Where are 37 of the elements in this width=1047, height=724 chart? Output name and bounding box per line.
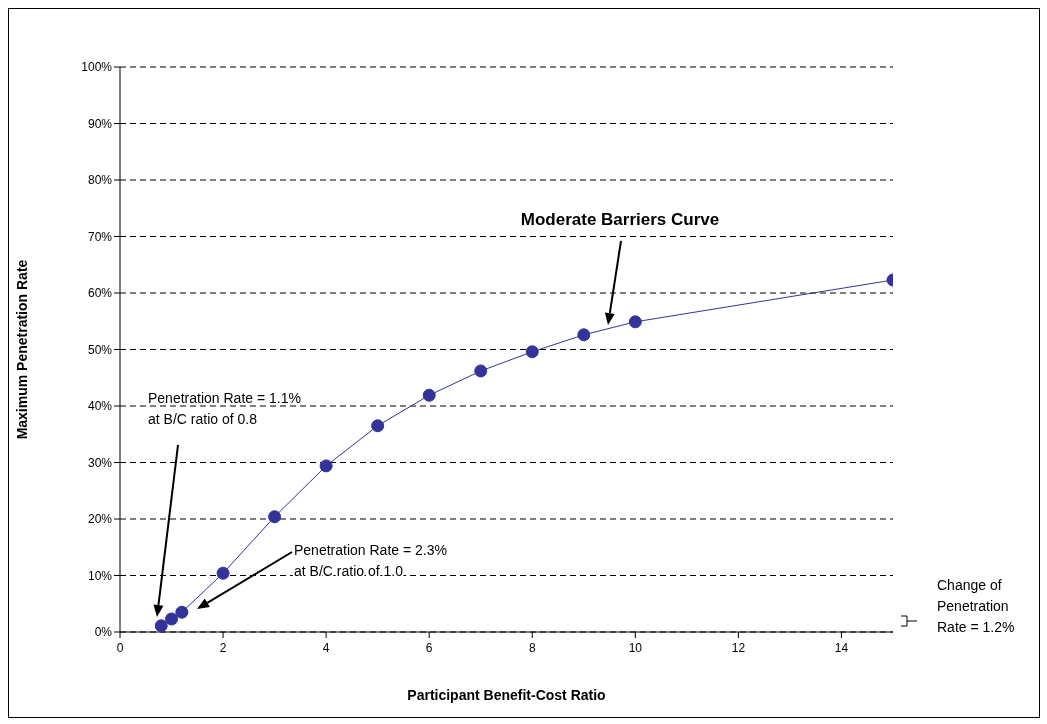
point [422,388,436,402]
y-tick-label: 30% [87,455,113,470]
annotation: Penetration Rate = 2.3% at B/C ratio of 1.0 [294,542,447,579]
point [154,619,168,632]
x-tick-label: 8 [528,641,536,655]
y-tick-label: 60% [87,286,113,301]
y-tick-label: 50% [87,342,113,357]
y-tick-label: 20% [87,512,113,527]
point [577,328,591,342]
y-tick-label: 0% [94,625,113,640]
y-axis-title: Maximum Penetration Rate [13,259,30,440]
point [175,605,189,619]
y-tick-label: 10% [87,568,113,583]
x-tick-label: 6 [425,641,433,655]
annotation: Moderate Barriers Curve [520,210,720,229]
y-tick-label: 70% [87,229,113,244]
text: Change of Penetration Rate = 1.2% [937,577,1015,635]
y-tick-label: 40% [87,399,113,414]
annotation: Penetration Rate = 1.1% at B/C ratio of 0.8 [148,390,301,427]
y-tick-label: 80% [87,173,113,188]
point [474,364,488,378]
point [371,419,385,433]
y-tick-label: 100% [81,60,113,75]
x-tick-label: 10 [628,641,643,655]
x-axis-title: Participant Benefit-Cost Ratio [407,687,606,703]
point [268,510,282,524]
point [525,345,539,359]
point [319,459,333,473]
point [628,315,642,329]
x-tick-label: 14 [834,641,849,655]
y-tick-label: 90% [87,116,113,131]
point [165,612,179,626]
x-tick-label: 0 [116,641,124,655]
point [216,566,230,580]
x-tick-label: 12 [731,641,746,655]
x-tick-label: 2 [219,641,227,655]
x-tick-label: 4 [322,641,330,655]
